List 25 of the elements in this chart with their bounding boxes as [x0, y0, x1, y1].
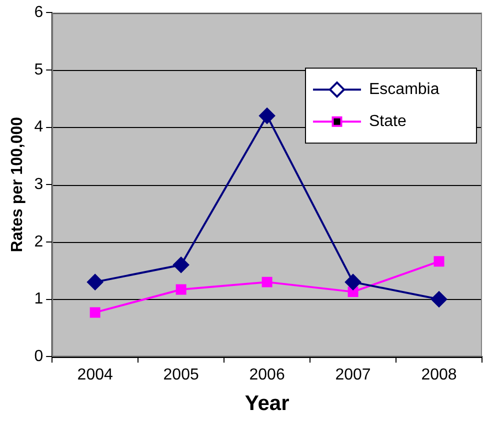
y-tick-label: 4: [34, 118, 44, 136]
legend-label: State: [369, 113, 406, 130]
y-tick-label: 6: [34, 4, 44, 22]
point: [87, 274, 104, 290]
point: [176, 284, 186, 295]
x-tick-label: 2007: [335, 366, 371, 384]
point: [431, 291, 448, 308]
point: [345, 274, 362, 290]
point: [90, 307, 100, 318]
y-tick-label: 1: [34, 290, 44, 308]
y-tick-label: 3: [34, 176, 44, 194]
y-tick-label: 2: [34, 233, 44, 250]
y-axis-title: Rates per 100,000: [9, 116, 26, 252]
point: [173, 256, 190, 273]
point: [262, 276, 272, 288]
x-tick-label: 2004: [77, 366, 113, 384]
y-tick-label: 5: [34, 61, 44, 78]
x-tick-label: 2006: [249, 366, 285, 384]
x-axis-title: Year: [244, 392, 290, 416]
point: [434, 256, 444, 267]
point: [259, 108, 276, 124]
x-tick-label: 2008: [421, 366, 457, 384]
x-tick-label: 2005: [163, 366, 199, 384]
legend-label: Escambia: [369, 81, 440, 98]
y-tick-label: 0: [34, 348, 44, 366]
